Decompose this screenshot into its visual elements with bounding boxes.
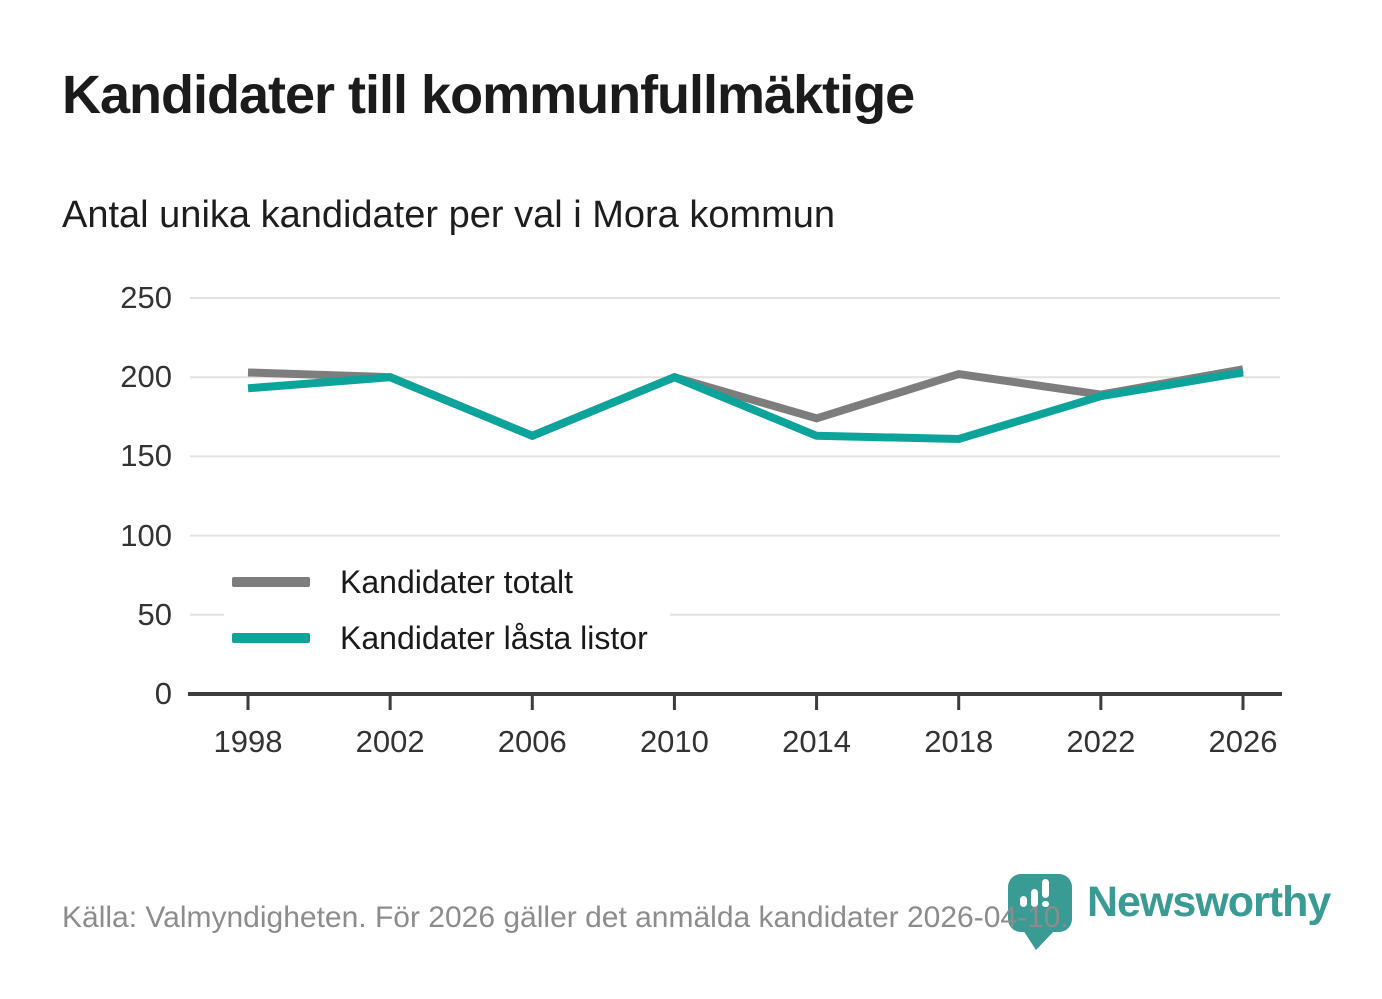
chart-subtitle: Antal unika kandidater per val i Mora ko… [62,194,836,236]
x-tick-label: 2006 [497,724,567,759]
y-axis-labels: 0 50 100 150 200 250 [0,0,172,999]
legend-swatch-lasta-listor-icon [232,633,310,643]
y-tick-label: 50 [137,596,172,632]
x-tick-label: 1998 [213,724,283,759]
series-line-1 [247,368,1244,443]
legend-label-lasta-listor: Kandidater låsta listor [340,619,648,656]
x-tick-label: 2026 [1208,724,1278,759]
y-tick-label: 150 [120,438,172,474]
y-tick-label: 0 [154,676,172,711]
newsworthy-bar-chart-bubble-icon [1008,874,1072,950]
chart-title: Kandidater till kommunfullmäktige [62,65,915,125]
legend-swatch-totalt-icon [232,577,310,587]
legend-label-totalt: Kandidater totalt [340,563,574,600]
x-axis-labels: 1998 2002 2006 2010 2014 2018 2022 2026 [0,724,1382,774]
x-tick-label: 2022 [1066,724,1136,759]
x-tick-label: 2002 [355,724,425,759]
legend-item-kandidater-lasta-listor: Kandidater låsta listor [232,610,648,666]
legend: Kandidater totalt Kandidater låsta listo… [224,548,670,674]
source-note: Källa: Valmyndigheten. För 2026 gäller d… [62,901,1069,934]
y-tick-label: 100 [120,517,172,553]
newsworthy-logo: Newsworthy [1008,874,1331,952]
newsworthy-wordmark: Newsworthy [1087,878,1331,926]
y-tick-label: 250 [120,280,172,315]
y-tick-label: 200 [120,359,172,395]
legend-item-kandidater-totalt: Kandidater totalt [232,554,648,610]
x-tick-label: 2018 [924,724,994,759]
x-tick-label: 2010 [639,724,709,759]
x-tick-label: 2014 [782,724,852,759]
